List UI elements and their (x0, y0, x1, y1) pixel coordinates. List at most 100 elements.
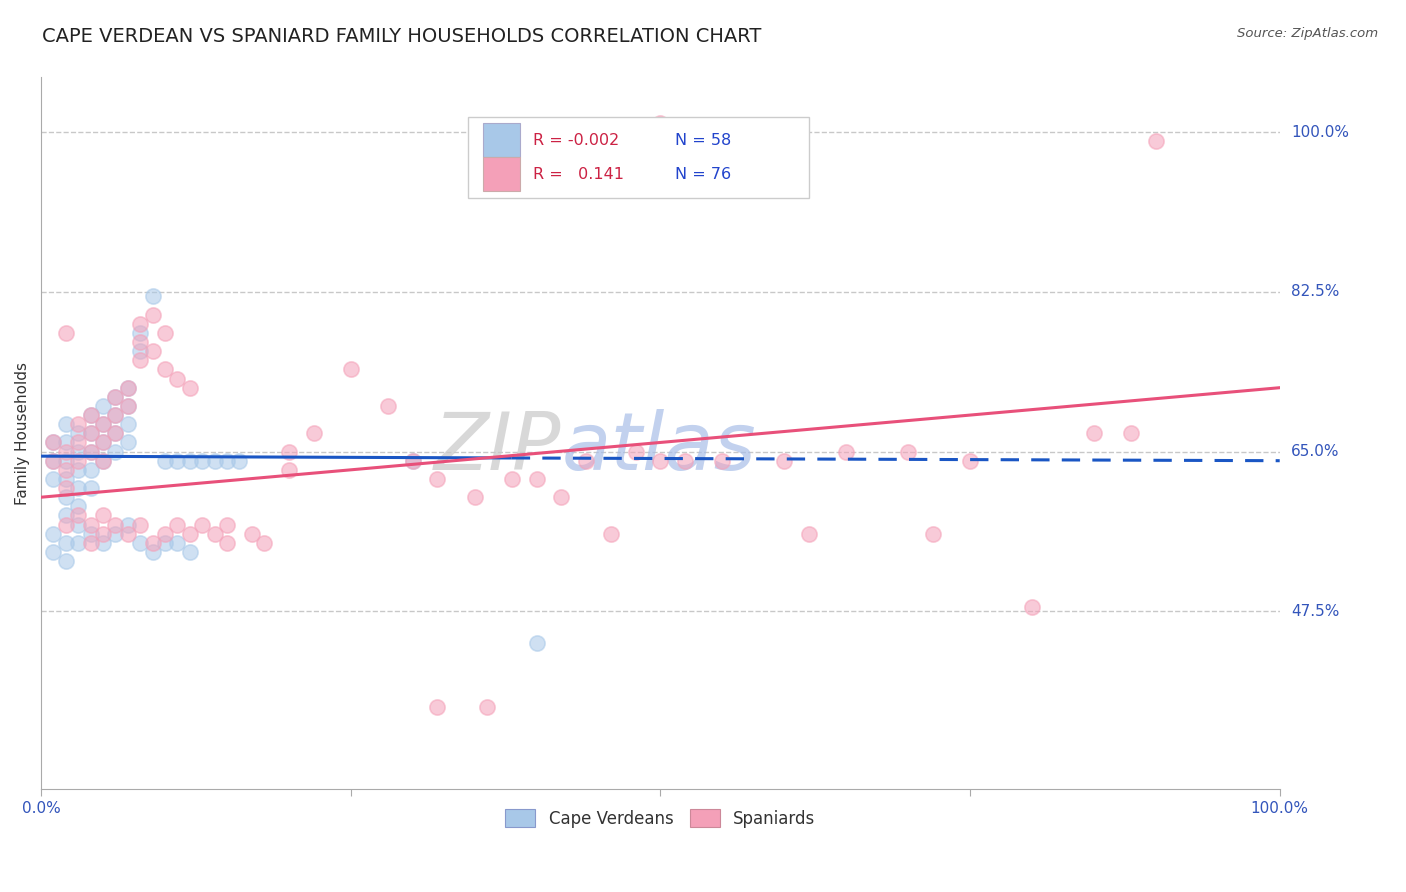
Point (464, 490, 486, 504)
Text: N = 58: N = 58 (675, 133, 731, 147)
Point (55, 463, 77, 477)
Point (142, 344, 165, 359)
Point (117, 381, 139, 395)
Point (79, 463, 101, 477)
Point (1119, 426, 1142, 441)
Point (42, 453, 65, 467)
Point (79, 444, 101, 458)
Text: Source: ZipAtlas.com: Source: ZipAtlas.com (1237, 27, 1378, 40)
Point (55, 508, 77, 523)
Point (179, 453, 201, 467)
Point (91, 399, 114, 413)
Point (42, 435, 65, 450)
Point (215, 453, 238, 467)
Point (42, 435, 65, 450)
Point (129, 326, 152, 340)
Point (79, 408, 101, 422)
Point (42, 526, 65, 541)
Point (55, 453, 77, 467)
Point (79, 481, 101, 495)
Point (42, 545, 65, 559)
Point (575, 453, 598, 467)
Point (179, 545, 201, 559)
Point (142, 536, 165, 550)
Point (104, 390, 127, 404)
Point (650, 453, 672, 467)
Point (104, 517, 127, 532)
Text: CAPE VERDEAN VS SPANIARD FAMILY HOUSEHOLDS CORRELATION CHART: CAPE VERDEAN VS SPANIARD FAMILY HOUSEHOL… (42, 27, 762, 45)
Point (277, 463, 299, 477)
Point (179, 526, 201, 541)
Point (67, 435, 90, 450)
Point (166, 453, 188, 467)
Point (79, 526, 101, 541)
Point (166, 536, 188, 550)
Point (91, 435, 114, 450)
Point (129, 353, 152, 368)
Point (142, 545, 165, 559)
Point (117, 381, 139, 395)
Point (117, 526, 139, 541)
Point (599, 526, 621, 541)
Point (55, 417, 77, 432)
Point (1083, 426, 1105, 441)
Point (797, 526, 820, 541)
Point (153, 526, 176, 541)
Point (129, 344, 152, 359)
Point (104, 426, 127, 441)
Point (91, 453, 114, 467)
Point (67, 500, 90, 514)
Point (959, 453, 981, 467)
Point (773, 453, 796, 467)
Point (142, 308, 165, 322)
Text: R =   0.141: R = 0.141 (533, 167, 624, 182)
Point (67, 481, 90, 495)
Point (253, 536, 276, 550)
Point (302, 426, 325, 441)
Point (79, 426, 101, 441)
Text: N = 76: N = 76 (675, 167, 731, 182)
Text: 82.5%: 82.5% (1291, 285, 1339, 300)
Point (179, 381, 201, 395)
Point (166, 371, 188, 385)
Point (1144, 134, 1167, 148)
Point (55, 517, 77, 532)
Point (91, 453, 114, 467)
Point (402, 453, 425, 467)
Point (79, 408, 101, 422)
Point (79, 444, 101, 458)
Point (104, 390, 127, 404)
Point (673, 453, 696, 467)
Point (67, 417, 90, 432)
Point (142, 289, 165, 303)
Text: ZIP: ZIP (434, 409, 561, 486)
Point (117, 417, 139, 432)
Point (129, 317, 152, 331)
Point (91, 508, 114, 523)
Point (277, 444, 299, 458)
Point (104, 526, 127, 541)
Point (650, 116, 672, 130)
Point (166, 517, 188, 532)
Point (79, 536, 101, 550)
Point (67, 463, 90, 477)
Point (624, 444, 647, 458)
Point (91, 417, 114, 432)
Point (91, 435, 114, 450)
Legend: Cape Verdeans, Spaniards: Cape Verdeans, Spaniards (499, 803, 823, 834)
Point (55, 554, 77, 568)
Text: 47.5%: 47.5% (1291, 604, 1339, 619)
Point (426, 700, 449, 714)
Point (153, 326, 176, 340)
Point (91, 526, 114, 541)
Point (204, 453, 226, 467)
Point (215, 536, 238, 550)
Point (240, 526, 263, 541)
Point (711, 453, 734, 467)
Point (129, 334, 152, 349)
Point (67, 517, 90, 532)
Point (67, 508, 90, 523)
Point (55, 481, 77, 495)
Point (117, 399, 139, 413)
Point (835, 444, 858, 458)
